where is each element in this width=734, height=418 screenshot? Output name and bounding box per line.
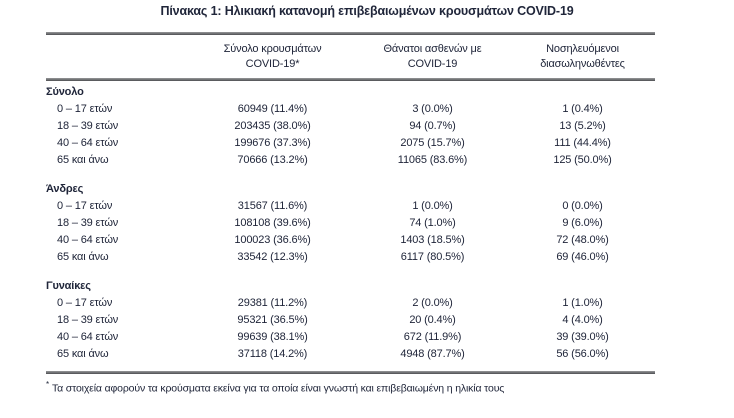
intubated-value: 13 (5.2%) (559, 120, 606, 132)
cases-value: 100023 (36.6%) (234, 234, 311, 246)
table-row: 40 – 64 ετών 199676 (37.3%) 2075 (15.7%)… (46, 135, 655, 152)
cases-value: 31567 (11.6%) (237, 200, 308, 212)
deaths-value: 3 (0.0%) (412, 103, 453, 115)
deaths-value: 2 (0.0%) (412, 297, 453, 309)
table-row: 18 – 39 ετών 95321 (36.5%) 20 (0.4%) 4 (… (46, 312, 655, 329)
age-group-label: 18 – 39 ετών (57, 314, 119, 326)
age-group-label: 65 και άνω (57, 154, 109, 166)
header-intubated-line2: διασωληνωθέντες (540, 58, 625, 70)
table-row: 65 και άνω 70666 (13.2%) 11065 (83.6%) 1… (46, 152, 655, 169)
deaths-value: 4948 (87.7%) (400, 348, 465, 360)
deaths-value: 94 (0.7%) (409, 120, 456, 132)
intubated-value: 4 (4.0%) (562, 314, 603, 326)
intubated-value: 125 (50.0%) (553, 154, 612, 166)
header-cases-line2: COVID-19* (245, 58, 300, 70)
intubated-value: 1 (1.0%) (562, 297, 603, 309)
cases-value: 33542 (12.3%) (237, 251, 308, 263)
deaths-value: 6117 (80.5%) (400, 251, 465, 263)
cases-value: 95321 (36.5%) (237, 314, 308, 326)
table-row: 0 – 17 ετών 60949 (11.4%) 3 (0.0%) 1 (0.… (46, 101, 655, 118)
age-group-label: 40 – 64 ετών (57, 331, 119, 343)
header-intubated-line1: Νοσηλευόμενοι (546, 43, 619, 55)
age-group-label: 18 – 39 ετών (57, 120, 119, 132)
footnote-text: Τα στοιχεία αφορούν τα κρούσματα εκείνα … (51, 382, 505, 395)
table-header-rule (46, 78, 655, 81)
age-group-label: 0 – 17 ετών (57, 103, 113, 115)
cases-value: 199676 (37.3%) (234, 137, 311, 149)
age-group-label: 0 – 17 ετών (57, 297, 113, 309)
intubated-value: 111 (44.4%) (554, 137, 611, 149)
table-row: 40 – 64 ετών 99639 (38.1%) 672 (11.9%) 3… (46, 329, 655, 346)
cases-value: 37118 (14.2%) (237, 348, 308, 360)
table-bottom-rule (46, 371, 655, 374)
deaths-value: 1 (0.0%) (412, 200, 453, 212)
cases-value: 108108 (39.6%) (234, 217, 311, 229)
intubated-value: 39 (39.0%) (556, 331, 609, 343)
section-header-men: Άνδρες (46, 183, 84, 195)
table-title: Πίνακας 1: Ηλικιακή κατανομή επιβεβαιωμέ… (160, 4, 574, 18)
age-group-label: 40 – 64 ετών (57, 234, 119, 246)
age-group-label: 40 – 64 ετών (57, 137, 119, 149)
cases-value: 29381 (11.2%) (237, 297, 308, 309)
deaths-value: 1403 (18.5%) (400, 234, 465, 246)
header-deaths-line2: COVID-19 (407, 58, 458, 70)
table-row: 65 και άνω 37118 (14.2%) 4948 (87.7%) 56… (46, 346, 655, 363)
cases-value: 70666 (13.2%) (237, 154, 308, 166)
age-group-label: 65 και άνω (57, 348, 109, 360)
deaths-value: 11065 (83.6%) (397, 154, 468, 166)
table-row: 40 – 64 ετών 100023 (36.6%) 1403 (18.5%)… (46, 232, 655, 249)
footnote-marker: * (46, 380, 49, 389)
cases-value: 60949 (11.4%) (237, 103, 308, 115)
intubated-value: 56 (56.0%) (556, 348, 609, 360)
header-cases: Σύνολο κρουσμάτων COVID-19* (190, 42, 355, 72)
table-row: 0 – 17 ετών 29381 (11.2%) 2 (0.0%) 1 (1.… (46, 295, 655, 312)
deaths-value: 20 (0.4%) (409, 314, 456, 326)
age-group-label: 0 – 17 ετών (57, 200, 113, 212)
intubated-value: 69 (46.0%) (556, 251, 609, 263)
table-row: 18 – 39 ετών 203435 (38.0%) 94 (0.7%) 13… (46, 118, 655, 135)
header-cases-line1: Σύνολο κρουσμάτων (223, 43, 322, 55)
deaths-value: 74 (1.0%) (409, 217, 456, 229)
intubated-value: 0 (0.0%) (562, 200, 603, 212)
intubated-value: 1 (0.4%) (562, 103, 603, 115)
header-deaths-line1: Θάνατοι ασθενών με (383, 43, 482, 55)
section-header-women: Γυναίκες (46, 280, 91, 292)
header-intubated: Νοσηλευόμενοι διασωληνωθέντες (510, 42, 655, 72)
intubated-value: 9 (6.0%) (562, 217, 603, 229)
deaths-value: 2075 (15.7%) (400, 137, 465, 149)
table-row: 18 – 39 ετών 108108 (39.6%) 74 (1.0%) 9 … (46, 215, 655, 232)
table-top-rule (46, 32, 655, 35)
table-footnote: * Τα στοιχεία αφορούν τα κρούσματα εκείνα… (46, 378, 655, 396)
intubated-value: 72 (48.0%) (556, 234, 609, 246)
covid-age-table: Σύνολο κρουσμάτων COVID-19* Θάνατοι ασθε… (46, 32, 655, 374)
table-row: 65 και άνω 33542 (12.3%) 6117 (80.5%) 69… (46, 249, 655, 266)
table-row: 0 – 17 ετών 31567 (11.6%) 1 (0.0%) 0 (0.… (46, 198, 655, 215)
age-group-label: 65 και άνω (57, 251, 109, 263)
cases-value: 203435 (38.0%) (234, 120, 311, 132)
header-deaths: Θάνατοι ασθενών με COVID-19 (355, 42, 510, 72)
cases-value: 99639 (38.1%) (237, 331, 308, 343)
age-group-label: 18 – 39 ετών (57, 217, 119, 229)
deaths-value: 672 (11.9%) (403, 331, 462, 343)
section-header-total: Σύνολο (46, 86, 84, 98)
table-header-row: Σύνολο κρουσμάτων COVID-19* Θάνατοι ασθε… (46, 35, 655, 78)
